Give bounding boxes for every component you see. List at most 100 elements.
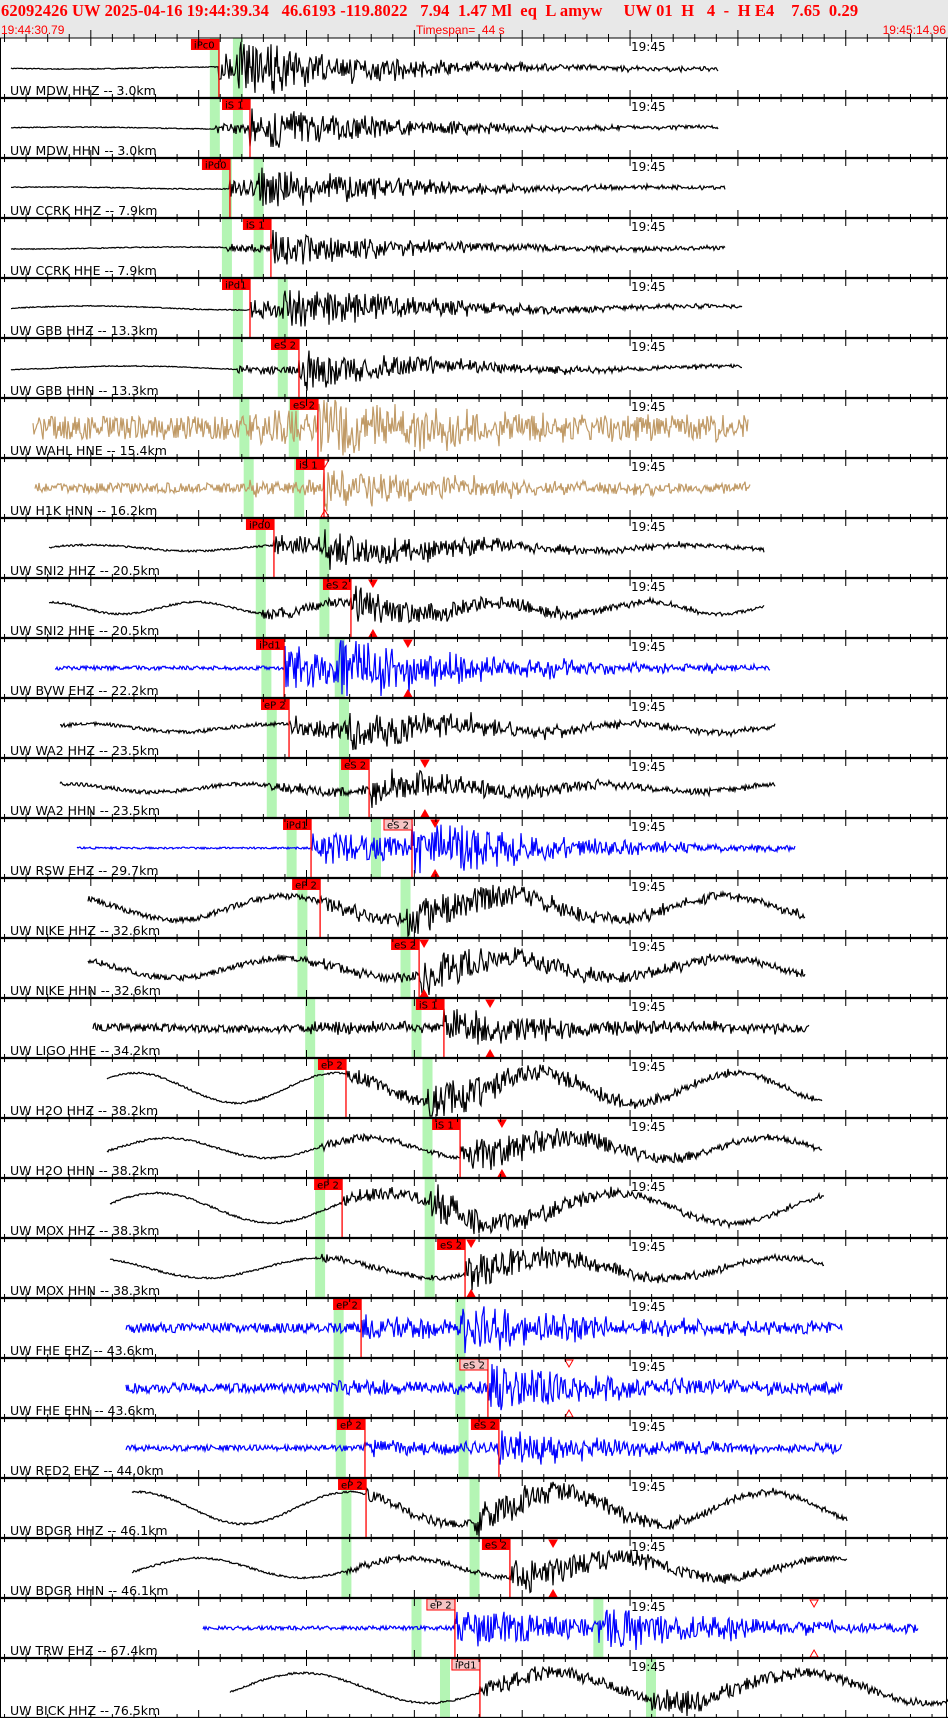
trace-row[interactable]: eS 2 19:45 UW FHE EHN -- 43.6km <box>10 1358 843 1418</box>
pick-label-box[interactable] <box>314 1179 343 1190</box>
phase-pick[interactable]: iS 1 <box>415 999 445 1058</box>
s-arrival-bar <box>424 1178 435 1238</box>
pick-label-box[interactable] <box>221 279 250 290</box>
s-arrival-bar <box>400 878 411 938</box>
pick-label-box[interactable] <box>338 1479 367 1490</box>
pick-label-box[interactable] <box>432 1119 461 1130</box>
phase-pick[interactable]: eP 2 <box>338 1479 367 1538</box>
s-arrival-bar <box>458 1418 469 1478</box>
pick-label-box[interactable] <box>256 639 285 650</box>
time-axis-line <box>0 870 948 886</box>
phase-pick[interactable]: eS 2 <box>341 759 370 818</box>
phase-pick[interactable]: iS 1 <box>432 1119 461 1178</box>
pick-label-box[interactable] <box>415 999 444 1010</box>
phase-pick[interactable]: eS 2 <box>322 579 352 638</box>
trace-row[interactable]: eS 2 19:45 UW WA2 HHN -- 23.5km <box>10 758 776 818</box>
trace-row[interactable]: iPd0 19:45 UW SNI2 HHZ -- 20.5km <box>10 518 765 578</box>
pick-label-box[interactable] <box>341 759 370 770</box>
pick-label-box[interactable] <box>261 699 290 710</box>
trace-row[interactable]: eP 2 19:45 UW MOX HHZ -- 38.3km <box>10 1178 825 1238</box>
pick-label-box[interactable] <box>190 39 219 50</box>
phase-pick[interactable]: eS 2 <box>470 1419 500 1478</box>
pick-label-box[interactable] <box>391 939 420 950</box>
pick-label-box[interactable] <box>470 1419 499 1430</box>
phase-pick[interactable]: eS 2 <box>270 339 300 398</box>
s-arrival-bar <box>400 938 411 998</box>
trace-row[interactable]: iPc0 19:45 UW MDW HHZ -- 3.0km <box>10 38 719 98</box>
pick-label-box[interactable] <box>283 819 312 830</box>
trace-row[interactable]: iS 1 19:45 UW H2O HHN -- 38.2km <box>10 1118 823 1178</box>
trace-row[interactable]: eP 2 19:45 UW H2O HHZ -- 38.2km <box>10 1058 823 1118</box>
pick-label-box[interactable] <box>481 1539 510 1550</box>
station-label: UW BDGR HHZ -- 46.1km <box>10 1523 168 1538</box>
phase-pick[interactable]: eS 2 <box>289 399 319 458</box>
waveform <box>125 1364 843 1411</box>
phase-pick[interactable]: eP 2 <box>261 699 290 758</box>
phase-pick[interactable]: iPc0 <box>190 39 220 98</box>
phase-pick[interactable]: iPd1 <box>283 819 312 878</box>
trace-row[interactable]: eS 2 19:45 UW BDGR HHN -- 46.1km <box>10 1538 848 1598</box>
trace-row[interactable]: eP 2 19:45 UW WA2 HHZ -- 23.5km <box>10 698 776 758</box>
minute-label: 19:45 <box>631 820 666 834</box>
trace-row[interactable]: eP 2 19:45 UW TRW EHZ -- 67.4km <box>10 1598 919 1658</box>
s-arrival-bar <box>288 398 299 458</box>
trace-row[interactable]: iPd1 eS 2 19:45 UW RSW EHZ -- 29.7km <box>10 818 796 878</box>
trace-row[interactable]: eS 2 19:45 UW WAHL HNE -- 15.4km <box>10 398 749 458</box>
phase-pick[interactable]: iPd1 <box>221 279 251 338</box>
pick-label-box[interactable] <box>221 99 250 110</box>
trace-row[interactable]: eP 2 19:45 UW FHE EHZ -- 43.6km <box>10 1298 843 1358</box>
trace-row[interactable]: eS 2 19:45 UW GBB HHN -- 13.3km <box>10 338 742 398</box>
pick-label-box[interactable] <box>270 339 299 350</box>
phase-pick[interactable]: eS 2 <box>481 1539 511 1598</box>
pick-label-box[interactable] <box>336 1419 365 1430</box>
waveform <box>10 167 726 207</box>
trace-row[interactable]: iS 1 19:45 UW LIGO HHE -- 34.2km <box>10 998 810 1058</box>
pick-label-box[interactable] <box>245 519 274 530</box>
phase-pick[interactable]: eP 2 <box>317 1059 347 1118</box>
phase-pick[interactable]: iPd1 <box>451 1658 481 1718</box>
trace-row[interactable]: eS 2 19:45 UW NIKE HHN -- 32.6km <box>10 938 806 998</box>
phase-pick[interactable]: iPd0 <box>245 519 275 578</box>
phase-pick[interactable]: iPd0 <box>201 159 231 218</box>
trace-row[interactable]: eP 2 19:45 UW NIKE HHZ -- 32.6km <box>10 878 806 938</box>
trace-row[interactable]: eP 2 eS 2 19:45 UW RED2 EHZ -- 44.0km <box>10 1418 843 1478</box>
phase-pick[interactable]: eS 2 <box>391 939 420 998</box>
pick-label-box[interactable] <box>317 1059 346 1070</box>
waveform <box>10 108 719 148</box>
trace-row[interactable]: iS 1 19:45 UW H1K HNN -- 16.2km <box>10 458 751 518</box>
timespan-label: Timespan= 44 s <box>416 23 505 37</box>
trace-row[interactable]: eS 2 19:45 UW SNI2 HHE -- 20.5km <box>10 578 765 638</box>
pick-label-box[interactable] <box>322 579 351 590</box>
pick-label-box[interactable] <box>242 219 271 230</box>
phase-pick[interactable]: eP 2 <box>314 1179 343 1238</box>
trace-row[interactable]: iS 1 19:45 UW MDW HHN -- 3.0km <box>10 98 719 158</box>
phase-pick[interactable]: iS 1 <box>242 219 272 278</box>
pick-label-box[interactable] <box>289 399 318 410</box>
trace-row[interactable]: eP 2 19:45 UW BDGR HHZ -- 46.1km <box>10 1478 848 1538</box>
phase-pick[interactable]: iPd1 <box>256 639 285 698</box>
station-label: UW H2O HHN -- 38.2km <box>10 1163 159 1178</box>
station-label: UW WA2 HHN -- 23.5km <box>10 803 160 818</box>
phase-pick[interactable]: eP 2 <box>336 1419 366 1478</box>
pick-label-box[interactable] <box>295 459 324 470</box>
trace-row[interactable]: iS 1 19:45 UW CCRK HHE -- 7.9km <box>10 218 726 278</box>
waveform <box>48 529 765 570</box>
triangle-down-icon <box>368 579 378 589</box>
pick-label-box[interactable] <box>201 159 230 170</box>
phase-pick[interactable]: iS 1 <box>295 459 325 518</box>
station-label: UW MDW HHN -- 3.0km <box>10 143 157 158</box>
station-label: UW GBB HHN -- 13.3km <box>10 383 159 398</box>
phase-pick[interactable]: eS 2 <box>437 1239 466 1298</box>
trace-row[interactable]: eS 2 19:45 UW MOX HHN -- 38.3km <box>10 1238 825 1298</box>
trace-row[interactable]: iPd0 19:45 UW CCRK HHZ -- 7.9km <box>10 158 726 218</box>
trace-row[interactable]: iPd1 19:45 UW BVW EHZ -- 22.2km <box>10 638 771 698</box>
trace-row[interactable]: iPd1 19:45 UW BICK HHZ -- 76.5km <box>10 1658 948 1718</box>
s-arrival-bar <box>334 638 345 698</box>
phase-pick[interactable]: iS 1 <box>221 99 251 158</box>
phase-pick[interactable]: eP 2 <box>333 1299 362 1358</box>
station-label: UW CCRK HHZ -- 7.9km <box>10 203 157 218</box>
pick-label-box[interactable] <box>437 1239 466 1250</box>
trace-row[interactable]: iPd1 19:45 UW GBB HHZ -- 13.3km <box>10 278 743 338</box>
pick-label-box[interactable] <box>333 1299 362 1310</box>
